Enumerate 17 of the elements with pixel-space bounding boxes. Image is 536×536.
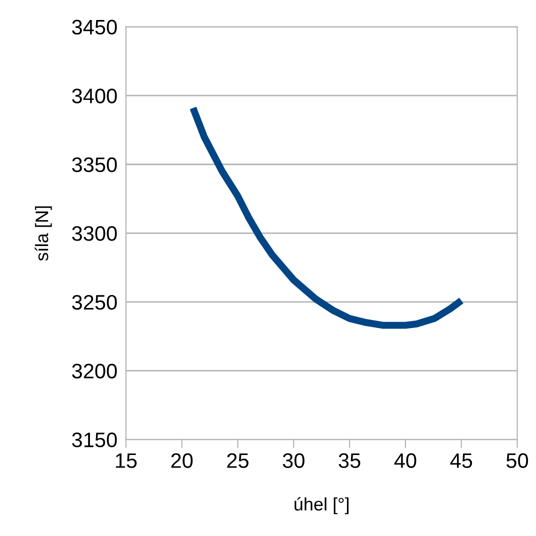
y-tick-label: 3450 xyxy=(72,20,117,35)
y-axis-title: síla [N] xyxy=(34,206,52,261)
x-tick-label: 40 xyxy=(394,453,416,468)
x-tick-label: 50 xyxy=(506,453,528,468)
y-tick-label: 3250 xyxy=(72,294,117,310)
x-axis-title: úhel [°] xyxy=(294,497,349,514)
y-tick-label: 3350 xyxy=(72,157,117,172)
x-tick-label: 15 xyxy=(116,453,137,468)
y-tick-label: 3400 xyxy=(72,88,117,104)
x-tick-label: 30 xyxy=(282,453,304,468)
y-tick-label: 3200 xyxy=(72,364,117,378)
x-tick-label: 35 xyxy=(338,453,360,468)
x-tick-label: 45 xyxy=(450,453,472,468)
y-tick-label: 3300 xyxy=(72,226,117,241)
x-tick-label: 25 xyxy=(227,453,248,468)
x-tick-label: 20 xyxy=(171,453,193,468)
y-tick-label: 3150 xyxy=(72,432,117,448)
